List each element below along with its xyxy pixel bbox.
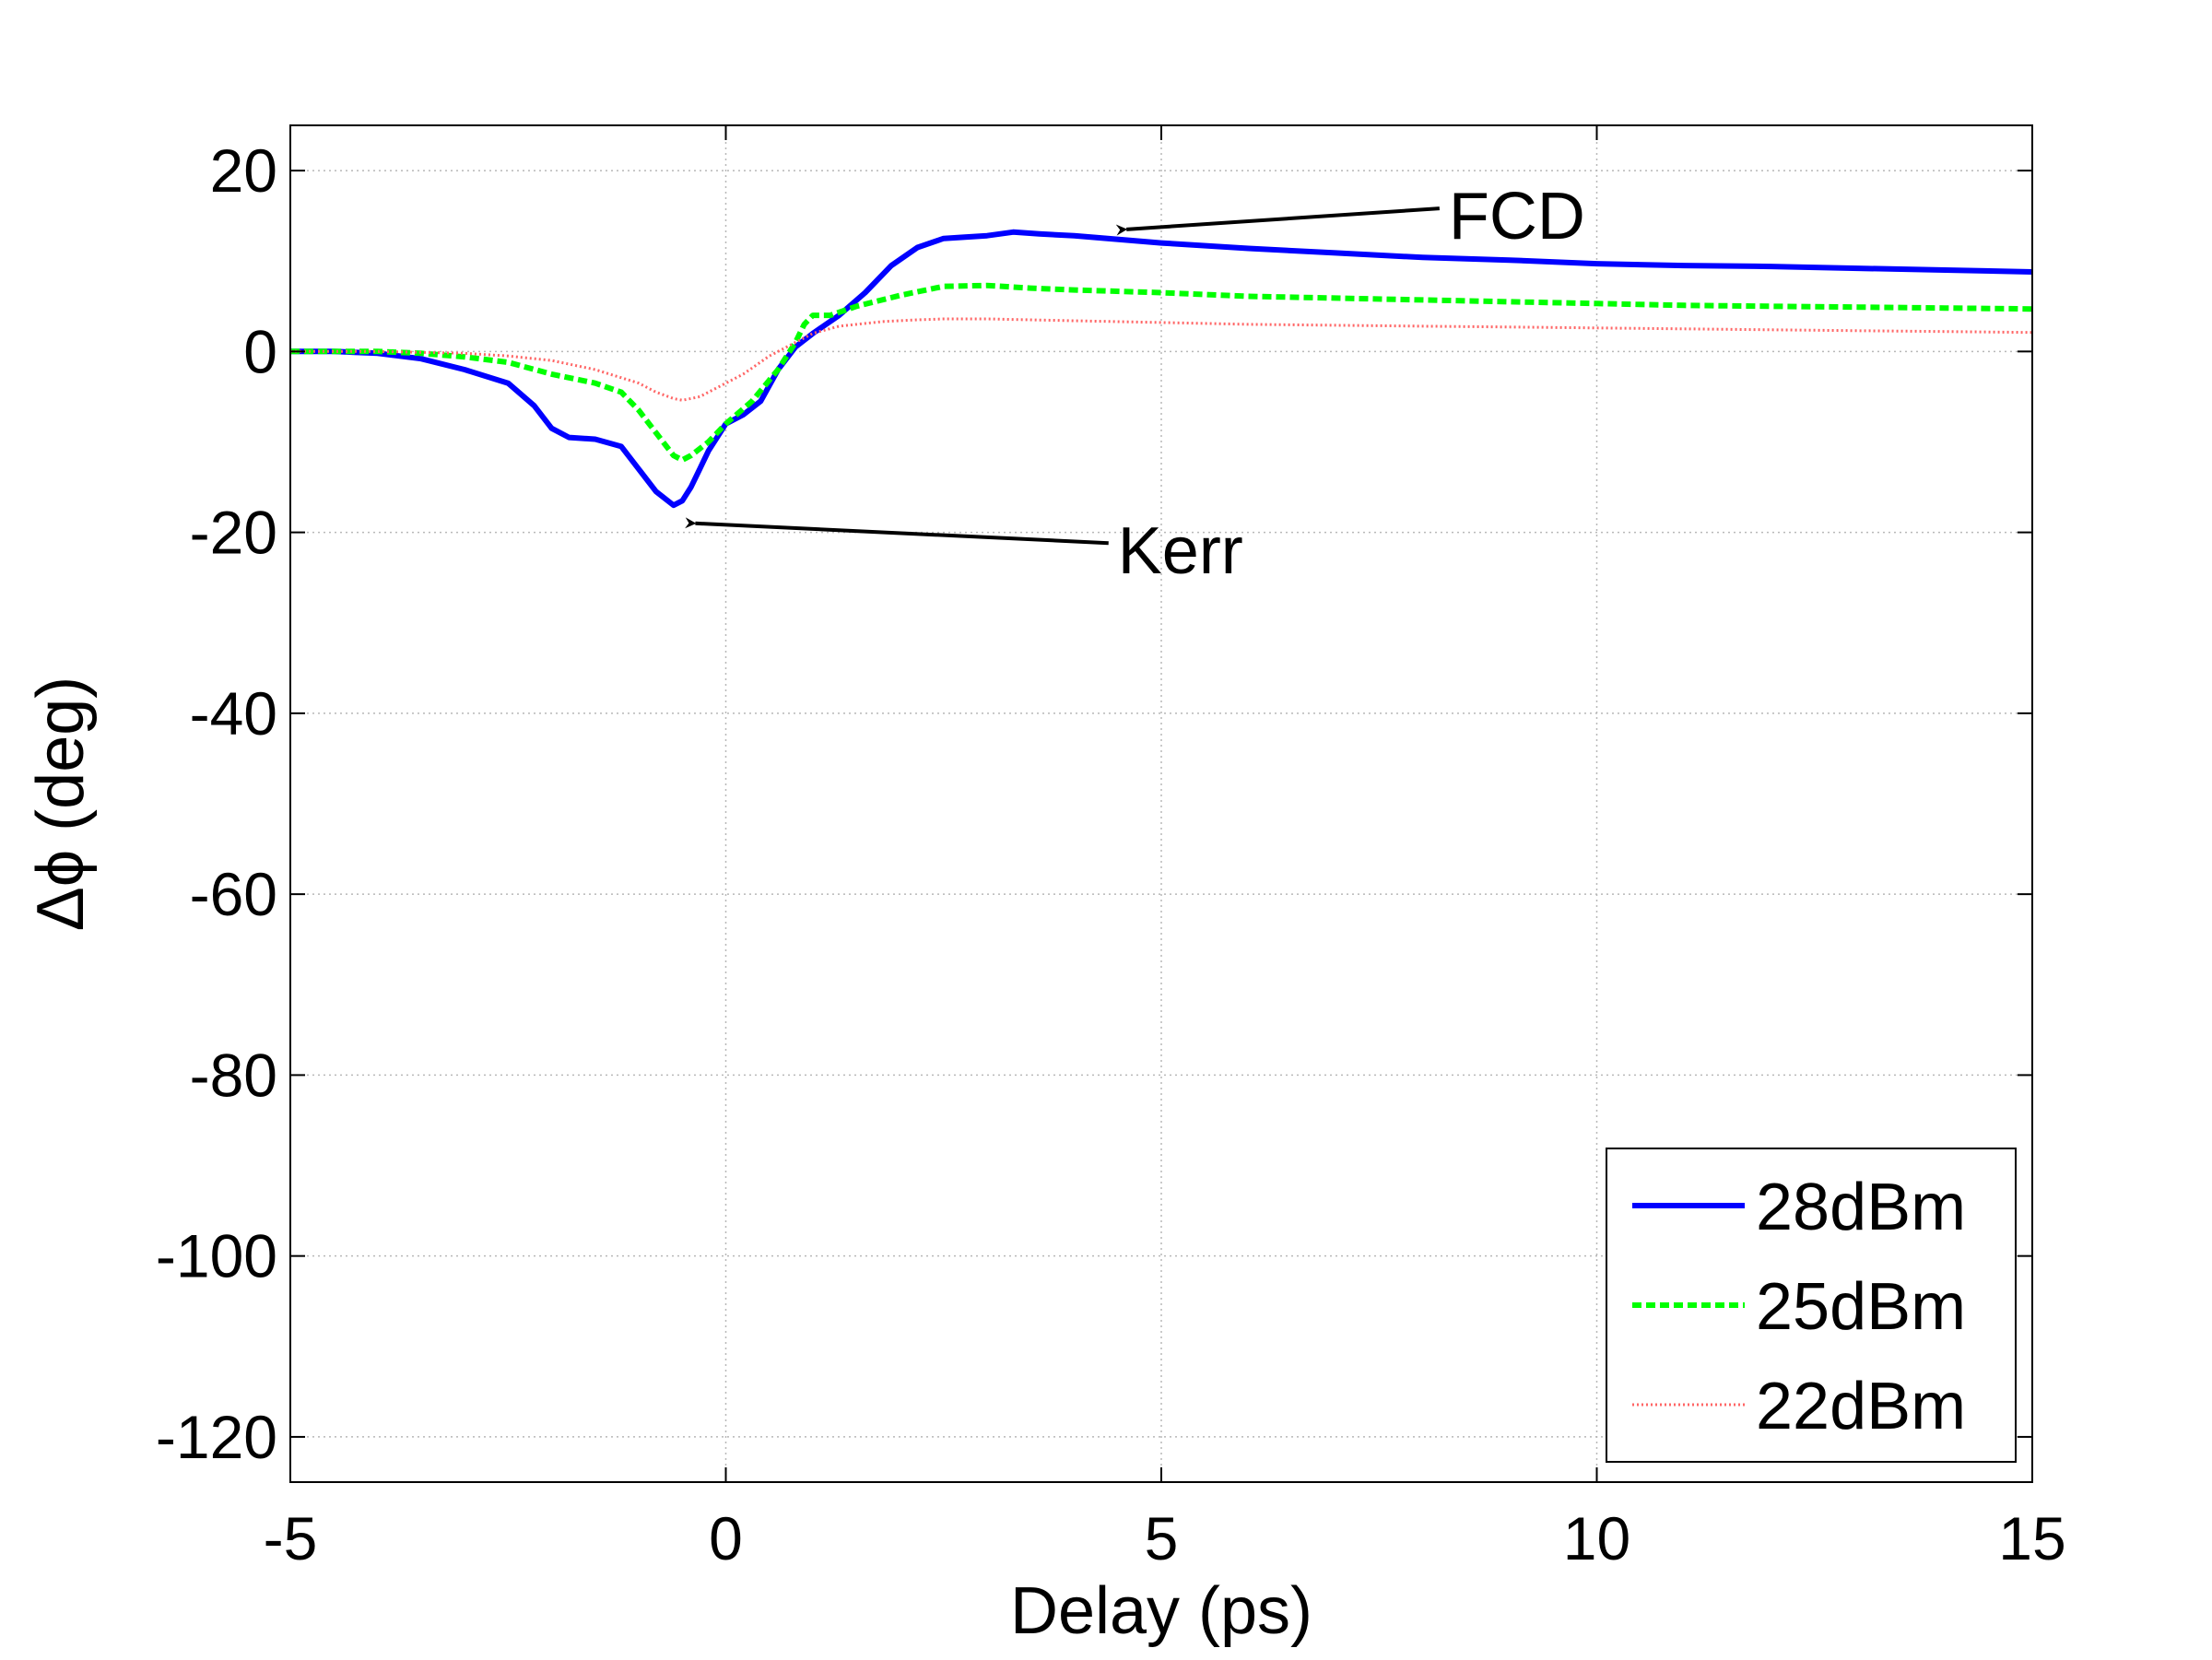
y-tick-label: -20 [190, 499, 277, 567]
annotation-arrow [685, 517, 1109, 546]
annotations: FCD Kerr [685, 180, 1585, 588]
series-line-25dBm [290, 282, 2032, 464]
x-tick-label: 10 [1563, 1504, 1630, 1572]
annotation-arrow [1115, 206, 1440, 236]
axis-ticks: -5 0 5 10 15 20 0 -20 -40 -60 -80 -100 -120 [156, 125, 2066, 1572]
legend-label: 22dBm [1756, 1370, 1966, 1443]
legend-label: 25dBm [1756, 1270, 1966, 1344]
x-tick-label: -5 [264, 1504, 318, 1572]
x-tick-label: 5 [1145, 1504, 1179, 1572]
y-tick-label: -60 [190, 860, 277, 928]
x-tick-label: 15 [1998, 1504, 2065, 1572]
y-tick-label: 0 [243, 317, 277, 385]
y-tick-label: 20 [210, 136, 277, 205]
legend: 28dBm 25dBm 22dBm [1606, 1148, 2017, 1463]
annotation-label: Kerr [1118, 514, 1243, 588]
x-axis-title: Delay (ps) [1010, 1574, 1312, 1648]
y-tick-label: -40 [190, 679, 277, 748]
y-tick-label: -80 [190, 1041, 277, 1109]
series-line-22dBm [290, 317, 2032, 402]
y-tick-label: -120 [156, 1403, 277, 1471]
y-axis-title: Δϕ (deg) [24, 677, 98, 932]
series-lines [290, 229, 2032, 509]
x-tick-label: 0 [709, 1504, 743, 1572]
y-tick-label: -100 [156, 1222, 277, 1290]
annotation-label: FCD [1449, 180, 1585, 253]
legend-label: 28dBm [1756, 1171, 1966, 1244]
